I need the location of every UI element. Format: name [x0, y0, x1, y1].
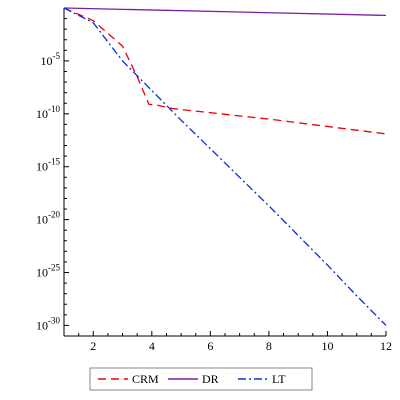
legend-label-crm: CRM: [132, 372, 159, 386]
legend-label-lt: LT: [272, 372, 286, 386]
series-line-dr: [63, 7, 387, 17]
series-line-lt: [63, 7, 387, 326]
x-tick-label: 6: [207, 339, 213, 353]
x-tick-label: 8: [266, 339, 272, 353]
x-tick-label: 12: [380, 339, 392, 353]
x-axis-ticks: 2 4 6 8 10 12: [78, 331, 392, 353]
y-tick-label: 10-20: [36, 210, 60, 227]
x-tick-label: 4: [149, 339, 155, 353]
x-tick-label: 2: [90, 339, 96, 353]
legend-box: [89, 367, 313, 391]
legend-label-dr: DR: [202, 372, 219, 386]
x-tick-label: 10: [321, 339, 333, 353]
axes: [63, 8, 386, 337]
legend: CRM DR LT: [89, 367, 313, 391]
y-tick-label: 10-30: [36, 315, 60, 332]
y-tick-label: 10-25: [36, 263, 60, 280]
y-axis-ticks: 10-5 10-10 10-15 10-20 10-25 10-30: [36, 18, 69, 337]
plot-area: [63, 7, 387, 326]
y-tick-label: 10-15: [36, 157, 60, 174]
y-tick-label: 10-5: [41, 51, 61, 68]
series-line-crm: [63, 7, 387, 135]
y-tick-label: 10-10: [36, 104, 60, 121]
